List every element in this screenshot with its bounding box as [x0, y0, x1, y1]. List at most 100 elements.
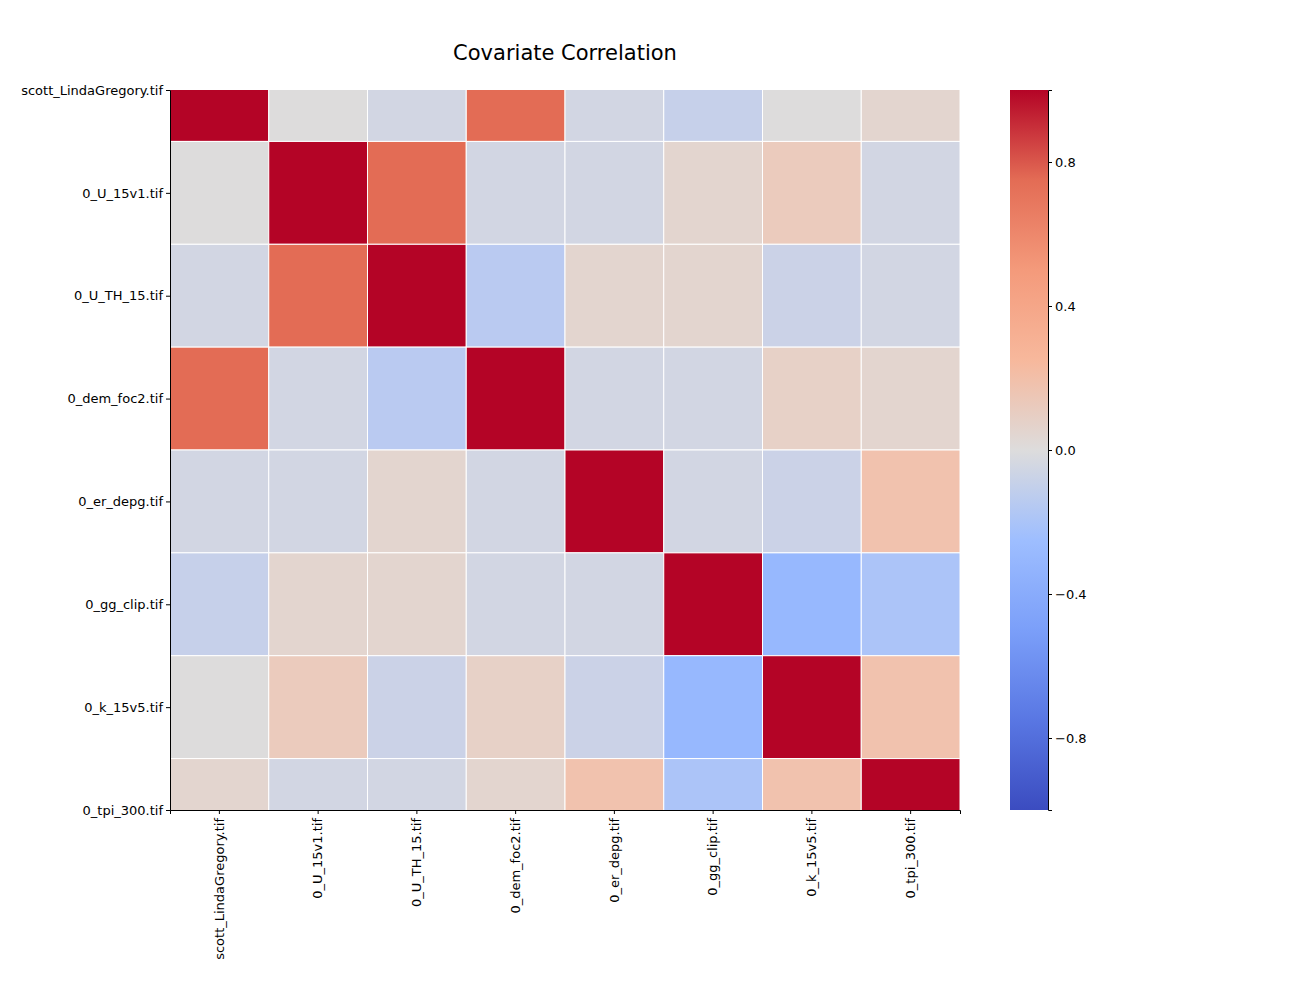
tick: −0.8 [1048, 731, 1087, 746]
tick-label: 0_gg_clip.tif [705, 818, 720, 896]
tick-mark [1048, 162, 1052, 163]
tick-label: 0_er_depg.tif [607, 818, 622, 903]
tick-mark [166, 501, 170, 502]
cell [664, 90, 763, 141]
cell [269, 347, 368, 450]
cell [664, 759, 763, 810]
cell [170, 347, 269, 450]
tick: 0.0 [1048, 443, 1076, 458]
tick: 0_dem_foc2.tif [508, 810, 523, 914]
cell [269, 141, 368, 244]
tick-label: 0_U_TH_15.tif [409, 818, 424, 907]
tick-label: scott_LindaGregory.tif [21, 83, 163, 98]
tick-mark [614, 810, 615, 814]
cell [861, 347, 960, 450]
title: Covariate Correlation [453, 41, 677, 65]
cell [269, 553, 368, 656]
cell [565, 347, 664, 450]
tick: 0.4 [1048, 299, 1076, 314]
tick: 0_U_TH_15.tif [74, 288, 170, 303]
tick-label: −0.8 [1055, 731, 1087, 746]
cell [466, 347, 565, 450]
cell [861, 90, 960, 141]
tick-mark [219, 810, 220, 814]
tick: 0_tpi_300.tif [903, 810, 918, 898]
cell [466, 553, 565, 656]
colorbar-axis: −0.8 −0.4 0.0 0.4 0.8 [1048, 91, 1087, 811]
tick: 0_k_15v5.tif [84, 700, 170, 715]
cell [368, 656, 467, 759]
tick-label: 0.4 [1055, 299, 1076, 314]
cell [763, 553, 862, 656]
cell [861, 141, 960, 244]
cell [861, 656, 960, 759]
tick-label: −0.4 [1055, 587, 1087, 602]
tick: 0_U_15v1.tif [82, 186, 170, 201]
cell [170, 244, 269, 347]
cells [170, 90, 960, 810]
tick-mark [166, 399, 170, 400]
cell [664, 244, 763, 347]
tick-label: 0_U_15v1.tif [82, 186, 163, 201]
cell [763, 347, 862, 450]
cell [664, 450, 763, 553]
cell [565, 450, 664, 553]
tick-label: 0_dem_foc2.tif [67, 391, 163, 406]
tick-label: 0_tpi_300.tif [903, 818, 918, 899]
tick-label: 0_er_depg.tif [78, 494, 163, 509]
axis-line [1049, 91, 1053, 811]
tick-mark [166, 810, 170, 811]
tick-mark [416, 810, 417, 814]
tick-label: 0_dem_foc2.tif [508, 818, 523, 914]
tick: 0_gg_clip.tif [85, 597, 170, 612]
cell [368, 90, 467, 141]
cell [763, 759, 862, 810]
cell [269, 656, 368, 759]
tick-mark [166, 296, 170, 297]
cell [170, 553, 269, 656]
tick-label: 0_k_15v5.tif [84, 700, 163, 715]
x-axis: scott_LindaGregory.tif 0_U_15v1.tif 0_U_TH… [171, 810, 961, 960]
cell [368, 553, 467, 656]
cell [170, 656, 269, 759]
cell [368, 450, 467, 553]
cell [861, 450, 960, 553]
cell [565, 759, 664, 810]
tick-label: scott_LindaGregory.tif [212, 818, 227, 960]
tick: 0_er_depg.tif [78, 494, 170, 509]
tick-label: 0_U_TH_15.tif [74, 288, 163, 303]
cell [170, 759, 269, 810]
cell [763, 656, 862, 759]
cell [269, 90, 368, 141]
cell [466, 759, 565, 810]
tick: 0_gg_clip.tif [705, 810, 720, 896]
cell [565, 141, 664, 244]
tick-mark [1048, 306, 1052, 307]
tick-mark [166, 90, 170, 91]
cell [861, 244, 960, 347]
tick-mark [1048, 450, 1052, 451]
cell [664, 656, 763, 759]
cell [466, 90, 565, 141]
cell [170, 141, 269, 244]
tick-label: 0_U_15v1.tif [310, 818, 325, 899]
tick: scott_LindaGregory.tif [212, 810, 227, 960]
tick: 0_dem_foc2.tif [67, 391, 170, 406]
tick: 0_U_TH_15.tif [409, 810, 424, 907]
tick-mark [318, 810, 319, 814]
cell [565, 656, 664, 759]
cell [466, 244, 565, 347]
tick-label: 0.8 [1055, 155, 1076, 170]
cell [861, 553, 960, 656]
tick: 0_k_15v5.tif [804, 810, 819, 897]
cell [664, 141, 763, 244]
tick-mark [811, 810, 812, 814]
cell [763, 244, 862, 347]
cell [565, 244, 664, 347]
tick-mark [1048, 738, 1052, 739]
cell [368, 141, 467, 244]
tick: 0_er_depg.tif [607, 810, 622, 903]
cell [368, 347, 467, 450]
cell [763, 450, 862, 553]
tick: 0.8 [1048, 155, 1076, 170]
